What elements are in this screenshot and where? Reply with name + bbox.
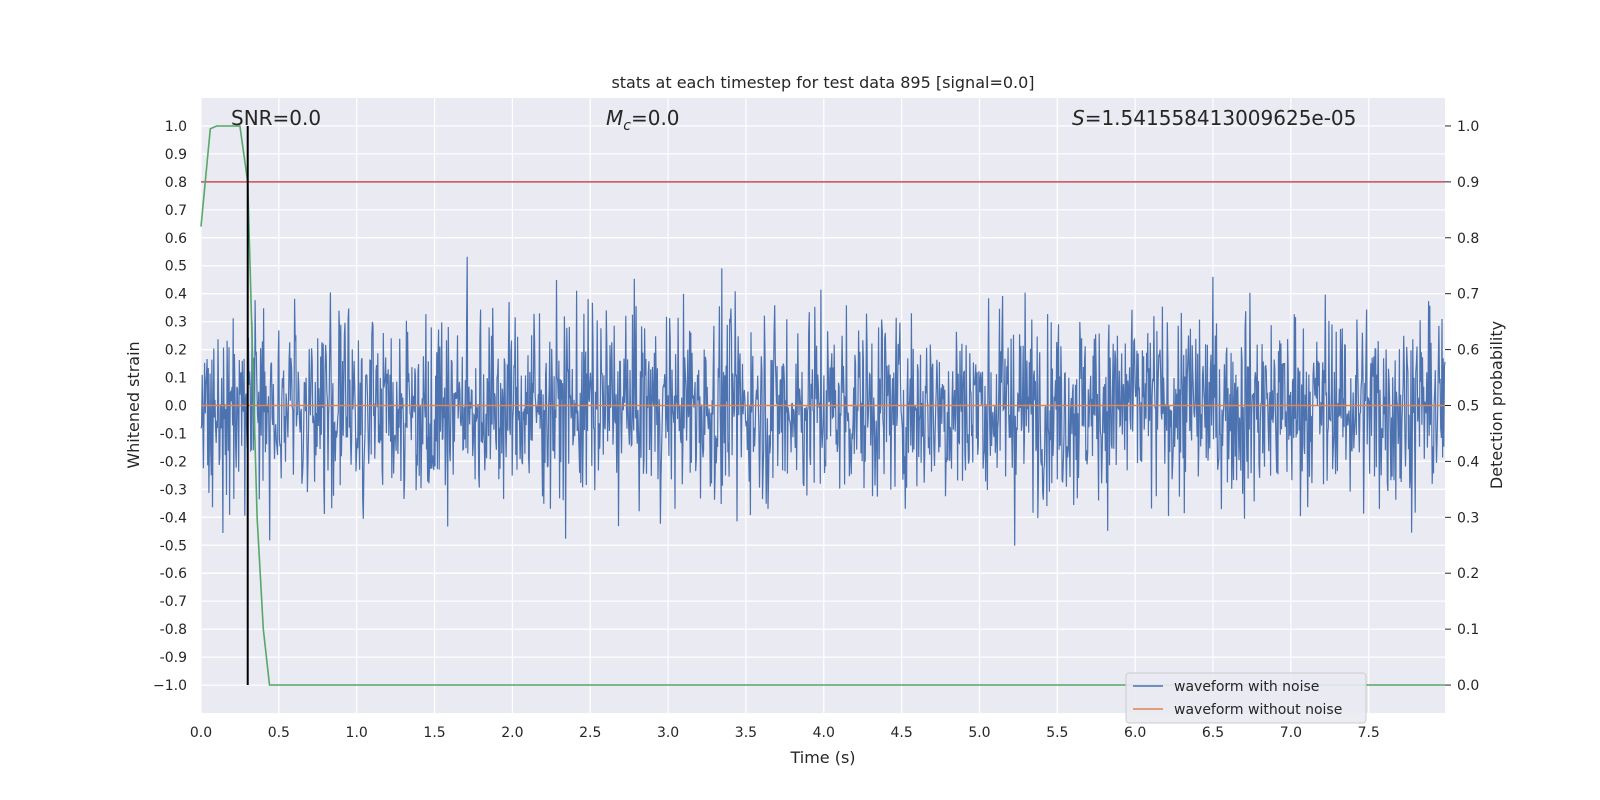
y-tick-label: -0.7	[160, 594, 187, 610]
x-tick-label: 0.5	[268, 725, 290, 741]
x-tick-label: 5.0	[968, 725, 990, 741]
chirp-mass-value: =0.0	[631, 106, 680, 130]
y2-tick-label: 0.7	[1457, 287, 1479, 303]
y2-tick-label: 0.4	[1457, 454, 1479, 470]
x-tick-label: 7.0	[1280, 725, 1302, 741]
y2-tick-label: 0.8	[1457, 231, 1479, 247]
x-tick-label: 7.5	[1358, 725, 1380, 741]
y-tick-label: 1.0	[165, 119, 187, 135]
legend-label-clean: waveform without noise	[1174, 702, 1342, 718]
y2-tick-label: 0.2	[1457, 566, 1479, 582]
chirp-mass-symbol: M	[606, 106, 623, 130]
y-tick-labels: 1.0 0.9 0.8 0.7 0.6 0.5 0.4 0.3 0.2 0.1 0.0 -0.1 -0.…	[153, 119, 187, 694]
x-tick-label: 3.5	[735, 725, 757, 741]
y2-tick-labels: 1.0 0.9 0.8 0.7 0.6 0.5 0.4 0.3 0.2 0.1 0.0	[1445, 119, 1479, 694]
y2-tick-label: 0.5	[1457, 399, 1479, 415]
y-tick-label: 0.2	[165, 343, 187, 359]
x-tick-label: 0.0	[190, 725, 212, 741]
noise-waveform-path	[200, 256, 1446, 546]
overlay-lines	[200, 125, 1445, 686]
y-tick-label: 0.6	[165, 231, 187, 247]
chirp-mass-annotation: Mc=0.0	[606, 106, 680, 134]
x-tick-label: 2.5	[579, 725, 601, 741]
x-tick-labels: 0.0 0.5 1.0 1.5 2.0 2.5 3.0 3.5 4.0 4.5 5.0 5.5 6.0 6…	[190, 725, 1380, 741]
legend-box	[1125, 672, 1367, 724]
y-tick-label: 0.1	[165, 371, 187, 387]
y2-tick-label: 0.1	[1457, 622, 1479, 638]
y-tick-label: -0.1	[160, 426, 187, 442]
y-tick-label: -0.5	[160, 538, 187, 554]
y-tick-label: 0.4	[165, 287, 187, 303]
s-value: =1.541558413009625e-05	[1085, 106, 1357, 130]
waveform-with-noise-line	[200, 256, 1446, 546]
x-tick-label: 4.0	[813, 725, 835, 741]
snr-annotation: SNR=0.0	[231, 106, 321, 130]
y-tick-label: -0.2	[160, 454, 187, 470]
x-tick-label: 2.0	[501, 725, 523, 741]
y-tick-label: 0.3	[165, 315, 187, 331]
y2-tick-label: 0.3	[1457, 510, 1479, 526]
s-annotation: S=1.541558413009625e-05	[1072, 106, 1356, 130]
y2-axis-label: Detection probability	[1487, 321, 1506, 489]
y-tick-label: 0.0	[165, 399, 187, 415]
x-axis-label: Time (s)	[789, 748, 855, 767]
y-tick-label: 0.7	[165, 203, 187, 219]
y-tick-label: -0.4	[160, 510, 187, 526]
s-symbol: S	[1072, 106, 1085, 130]
x-tick-label: 6.0	[1124, 725, 1146, 741]
y-tick-label: -0.3	[160, 482, 187, 498]
y-tick-label: 0.5	[165, 259, 187, 275]
x-tick-label: 4.5	[890, 725, 912, 741]
x-tick-label: 1.5	[423, 725, 445, 741]
y2-tick-label: 1.0	[1457, 119, 1479, 135]
legend-label-noise: waveform with noise	[1174, 679, 1319, 695]
y2-tick-label: 0.9	[1457, 175, 1479, 191]
chirp-mass-subscript: c	[623, 118, 631, 134]
x-tick-label: 3.0	[657, 725, 679, 741]
y-tick-label: -0.6	[160, 566, 187, 582]
x-tick-label: 5.5	[1046, 725, 1068, 741]
y-tick-label: −1.0	[153, 678, 187, 694]
y2-tick-label: 0.0	[1457, 678, 1479, 694]
chart-title: stats at each timestep for test data 895…	[611, 73, 1034, 92]
y-axis-label: Whitened strain	[124, 341, 143, 468]
y-tick-label: 0.9	[165, 147, 187, 163]
y-tick-label: -0.9	[160, 650, 187, 666]
x-tick-label: 1.0	[346, 725, 368, 741]
y-tick-label: -0.8	[160, 622, 187, 638]
x-tick-label: 6.5	[1202, 725, 1224, 741]
detection-probability-line	[200, 125, 1445, 686]
y-tick-label: 0.8	[165, 175, 187, 191]
legend: waveform with noise waveform without noi…	[1125, 672, 1367, 724]
y2-tick-label: 0.6	[1457, 343, 1479, 359]
